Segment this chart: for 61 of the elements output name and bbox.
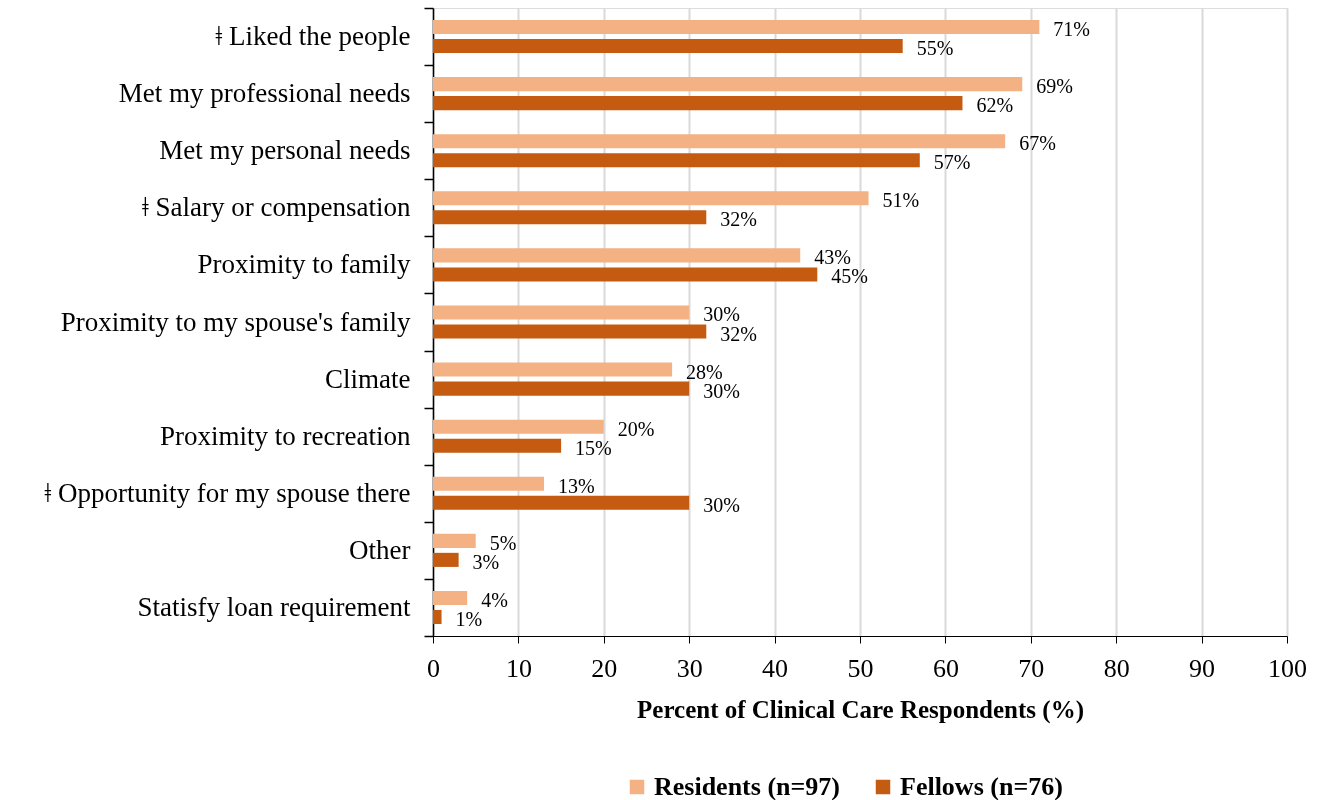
bar [433,533,476,548]
bar [433,77,1023,92]
y-tick-label: ǂ Salary or compensation [142,192,411,223]
x-tick-label: 50 [847,653,874,683]
x-tick-label: 100 [1268,653,1307,683]
x-tick-label: 80 [1103,653,1130,683]
y-tick-label: Climate [325,363,411,394]
data-label: 1% [455,607,483,630]
bar [433,305,690,320]
x-tick-label: 40 [762,653,789,683]
legend-label: Fellows (n=76) [900,772,1063,800]
y-tick-label: Proximity to my spouse's family [60,306,411,337]
x-tick-label: 10 [505,653,532,683]
x-axis-title: Percent of Clinical Care Respondents (%) [637,695,1084,724]
y-tick-label: ǂ Liked the people [215,21,411,52]
y-tick-label: Proximity to recreation [160,420,411,451]
y-tick-label: Other [349,534,411,565]
data-label: 55% [916,37,954,60]
y-tick-label: ǂ Opportunity for my spouse there [44,477,411,508]
bar [433,590,468,605]
x-tick-label: 60 [932,653,959,683]
x-tick-label: 20 [591,653,618,683]
x-tick-label: 0 [427,653,440,683]
legend-label: Residents (n=97) [654,772,840,800]
data-label: 69% [1036,75,1073,98]
y-tick-label: Statisfy loan requirement [137,591,411,622]
data-label: 15% [575,436,612,459]
bar [433,476,545,491]
data-label: 30% [703,493,740,516]
x-tick-label: 90 [1189,653,1216,683]
bar [433,362,673,377]
x-tick-label: 30 [676,653,703,683]
bar [433,134,1006,149]
bar [433,609,442,625]
bar [433,267,818,282]
data-label: 71% [1053,18,1091,41]
bar [433,210,707,225]
bar [433,39,903,54]
bar [433,96,963,111]
bar [433,324,707,339]
y-tick-label: Met my personal needs [159,135,411,166]
bar [433,191,869,206]
bar [433,495,690,510]
y-tick-label: Met my professional needs [118,78,411,109]
data-label: 62% [976,94,1014,117]
bar [433,438,562,453]
data-label: 67% [1019,132,1056,155]
bar [433,19,1040,35]
x-tick-label: 70 [1018,653,1045,683]
bar [433,381,690,396]
data-label: 32% [720,208,757,231]
y-tick-label: Proximity to family [197,249,411,280]
data-label: 13% [558,474,595,497]
bar [433,419,604,434]
data-label: 20% [617,417,655,440]
data-label: 57% [933,151,971,174]
data-label: 4% [481,588,508,611]
bar [433,248,801,263]
bar [433,552,459,567]
bar [433,153,920,168]
data-label: 51% [882,189,920,212]
